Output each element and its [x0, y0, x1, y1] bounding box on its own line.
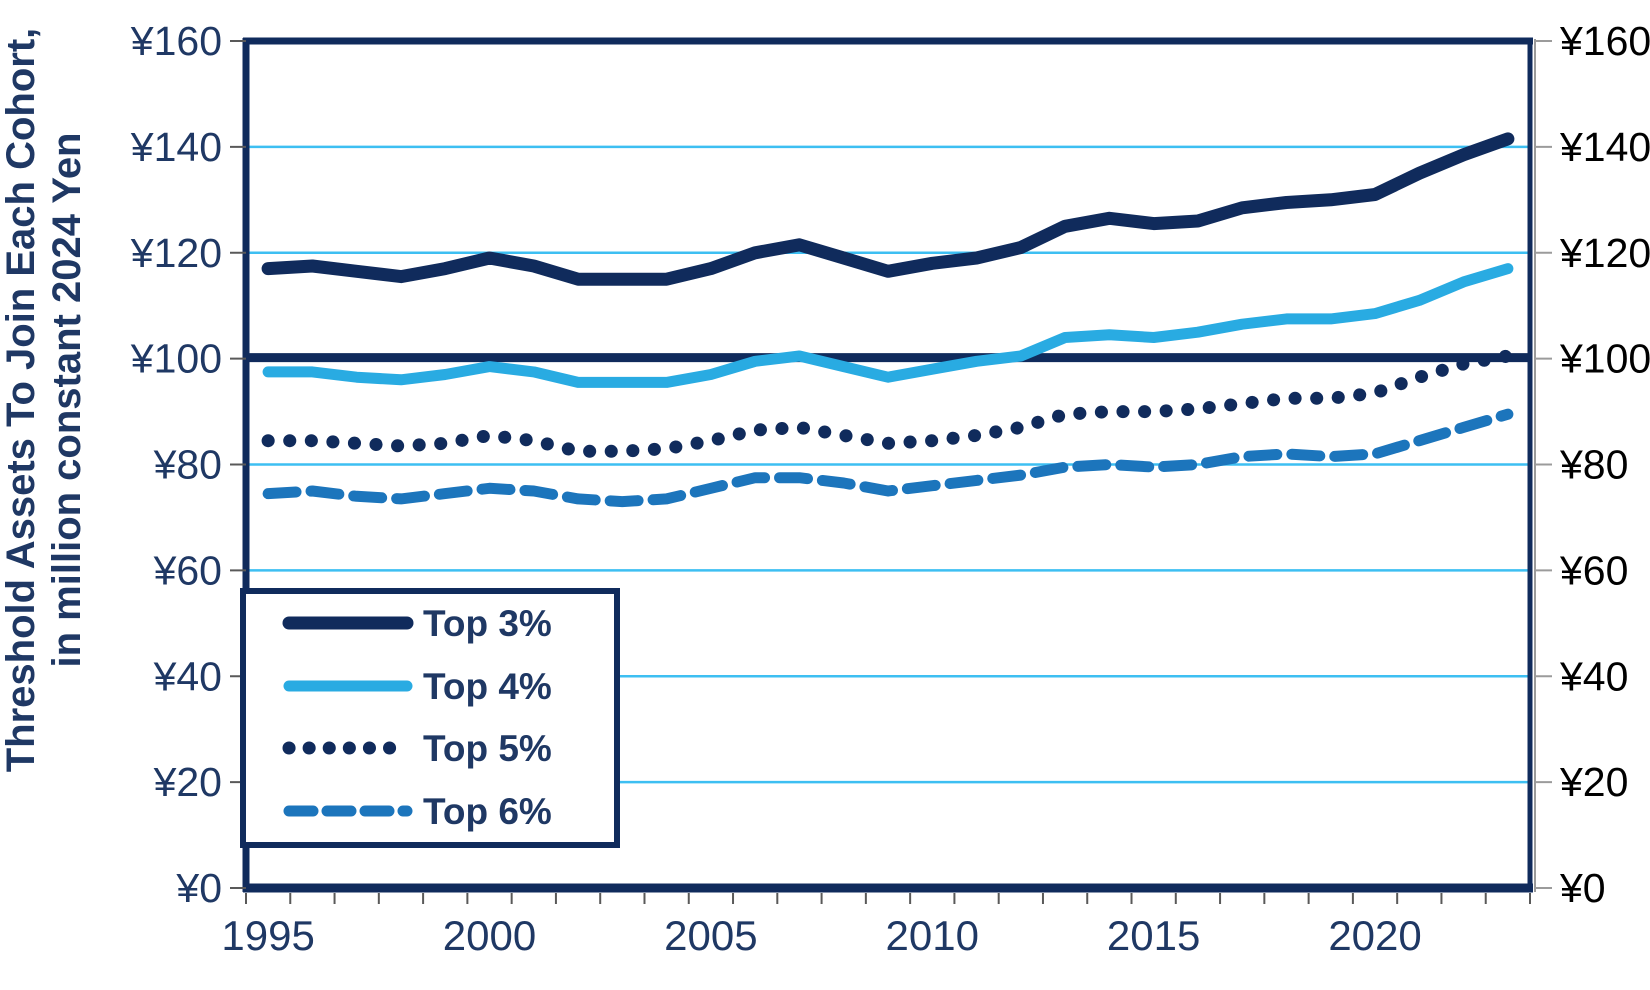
series-top-3--line [261, 132, 1515, 286]
y-axis-label-right-40: ¥40 [1559, 653, 1628, 699]
x-axis-label-2005: 2005 [664, 912, 757, 959]
y-axis-label-left-40: ¥40 [153, 653, 222, 699]
y-axis-label-right-0: ¥0 [1559, 865, 1606, 911]
x-axis-label-2015: 2015 [1107, 912, 1200, 959]
y-axis-label-left-60: ¥60 [153, 547, 222, 593]
y-axis-label-left-140: ¥140 [130, 124, 222, 170]
y-axis-label-right-160: ¥160 [1559, 18, 1650, 64]
series-top-5--line [261, 349, 1515, 458]
legend-box [240, 588, 620, 848]
legend-layer: Top 3% Top 4% Top 5% Top 6% [240, 588, 620, 848]
y-axis-label-left-160: ¥160 [130, 18, 222, 64]
y-axis-label-left-120: ¥120 [130, 230, 222, 276]
x-axis-label-1995: 1995 [221, 912, 314, 959]
y-axis-title-line-1: Threshold Assets To Join Each Cohort, [0, 28, 43, 773]
series-top-4--line [262, 263, 1514, 388]
y-axis-title-line-2: in million constant 2024 Yen [45, 133, 89, 668]
legend-label-top-4-: Top 4% [423, 666, 552, 707]
y-axis-label-right-80: ¥80 [1559, 442, 1628, 488]
y-axis-label-right-140: ¥140 [1559, 124, 1650, 170]
x-axis-label-2010: 2010 [886, 912, 979, 959]
x-axis-label-2000: 2000 [443, 912, 536, 959]
y-axis-label-right-100: ¥100 [1559, 336, 1650, 382]
series-layer [261, 132, 1515, 508]
x-axis-label-2020: 2020 [1328, 912, 1421, 959]
y-axis-label-right-120: ¥120 [1559, 230, 1650, 276]
y-axis-label-left-100: ¥100 [130, 336, 222, 382]
y-axis-label-left-20: ¥20 [153, 759, 222, 805]
y-axis-label-left-80: ¥80 [153, 442, 222, 488]
legend-label-top-6-: Top 6% [423, 791, 552, 832]
legend-label-top-3-: Top 3% [423, 603, 552, 644]
y-axis-label-right-20: ¥20 [1559, 759, 1628, 805]
axes-layer: ¥0 ¥0 ¥20 ¥20 ¥40 ¥40 ¥60 ¥60 ¥80 ¥80 ¥100 ¥100 ¥120… [130, 18, 1650, 959]
series-top-6--line [262, 408, 1514, 508]
y-axis-label-right-60: ¥60 [1559, 547, 1628, 593]
y-axis-label-left-0: ¥0 [175, 865, 222, 911]
legend-label-top-5-: Top 5% [423, 728, 552, 769]
